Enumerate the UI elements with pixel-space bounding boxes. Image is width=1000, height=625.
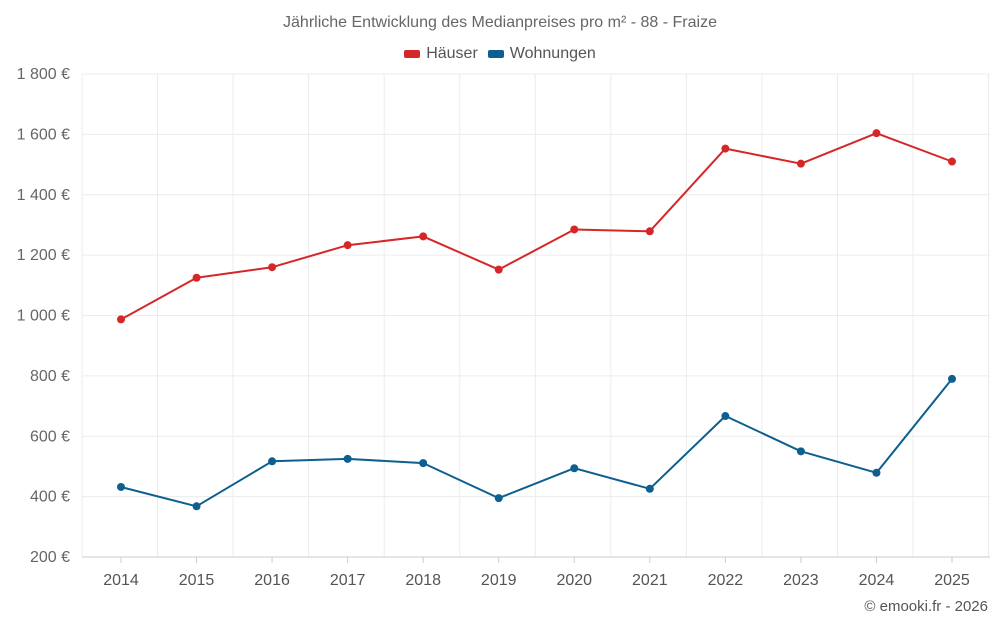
x-tick-label: 2019 — [481, 572, 517, 589]
data-point-wohnungen[interactable] — [192, 502, 201, 511]
data-point-haeuser[interactable] — [343, 241, 352, 250]
data-point-wohnungen[interactable] — [948, 374, 956, 383]
legend-swatch-wohnungen — [487, 50, 504, 58]
data-point-wohnungen[interactable] — [721, 412, 730, 421]
chart-title: Jährliche Entwicklung des Medianpreises … — [283, 14, 717, 31]
x-tick-label: 2025 — [934, 572, 970, 589]
y-tick-label: 400 € — [30, 489, 70, 506]
y-tick-label: 1 400 € — [17, 187, 70, 204]
x-tick-label: 2022 — [708, 572, 744, 589]
legend-label-wohnungen: Wohnungen — [509, 45, 596, 62]
data-point-haeuser[interactable] — [796, 159, 805, 168]
x-tick-label: 2020 — [556, 572, 592, 589]
y-tick-label: 1 200 € — [17, 247, 70, 264]
data-point-haeuser[interactable] — [570, 225, 579, 234]
series-line-haeuser — [120, 132, 953, 321]
x-tick-label: 2015 — [179, 572, 215, 589]
data-point-wohnungen[interactable] — [268, 457, 277, 466]
data-point-wohnungen[interactable] — [645, 484, 654, 493]
x-tick-label: 2014 — [103, 572, 139, 589]
x-tick-label: 2017 — [330, 572, 366, 589]
data-point-wohnungen[interactable] — [494, 494, 503, 503]
data-point-wohnungen[interactable] — [343, 454, 352, 463]
y-tick-label: 1 800 € — [17, 66, 70, 83]
chart-legend: Häuser Wohnungen — [0, 45, 1000, 63]
data-point-wohnungen[interactable] — [419, 459, 428, 468]
series — [117, 129, 956, 511]
data-point-wohnungen[interactable] — [570, 464, 579, 473]
y-tick-label: 800 € — [30, 368, 70, 385]
credit-text: © emooki.fr - 2026 — [864, 598, 988, 615]
x-tick-label: 2021 — [632, 572, 668, 589]
y-tick-label: 1 000 € — [17, 308, 70, 325]
data-point-haeuser[interactable] — [721, 144, 730, 153]
series-line-wohnungen — [120, 378, 953, 508]
y-tick-label: 1 600 € — [17, 126, 70, 143]
data-point-haeuser[interactable] — [268, 263, 277, 272]
y-tick-label: 200 € — [30, 549, 70, 566]
data-point-wohnungen[interactable] — [872, 468, 881, 477]
grid — [81, 73, 990, 558]
legend-item-wohnungen[interactable]: Wohnungen — [487, 45, 596, 63]
x-tick-label: 2016 — [254, 572, 290, 589]
data-point-haeuser[interactable] — [192, 273, 201, 282]
axes: 200 € 400 € 600 € 800 € 1 000 € 1 200 € 1 400 … — [17, 66, 990, 589]
data-point-haeuser[interactable] — [419, 232, 428, 241]
data-point-haeuser[interactable] — [494, 265, 503, 274]
legend-item-haeuser[interactable]: Häuser — [404, 45, 478, 63]
y-tick-label: 600 € — [30, 428, 70, 445]
legend-swatch-haeuser — [404, 50, 421, 58]
data-point-haeuser[interactable] — [645, 227, 654, 236]
x-tick-label: 2018 — [405, 572, 441, 589]
x-tick-label: 2023 — [783, 572, 819, 589]
data-point-wohnungen[interactable] — [117, 482, 125, 491]
data-point-wohnungen[interactable] — [796, 447, 805, 456]
x-tick-label: 2024 — [859, 572, 895, 589]
data-point-haeuser[interactable] — [872, 129, 881, 138]
data-point-haeuser[interactable] — [948, 157, 956, 166]
data-point-haeuser[interactable] — [117, 315, 125, 324]
legend-label-haeuser: Häuser — [426, 45, 478, 62]
